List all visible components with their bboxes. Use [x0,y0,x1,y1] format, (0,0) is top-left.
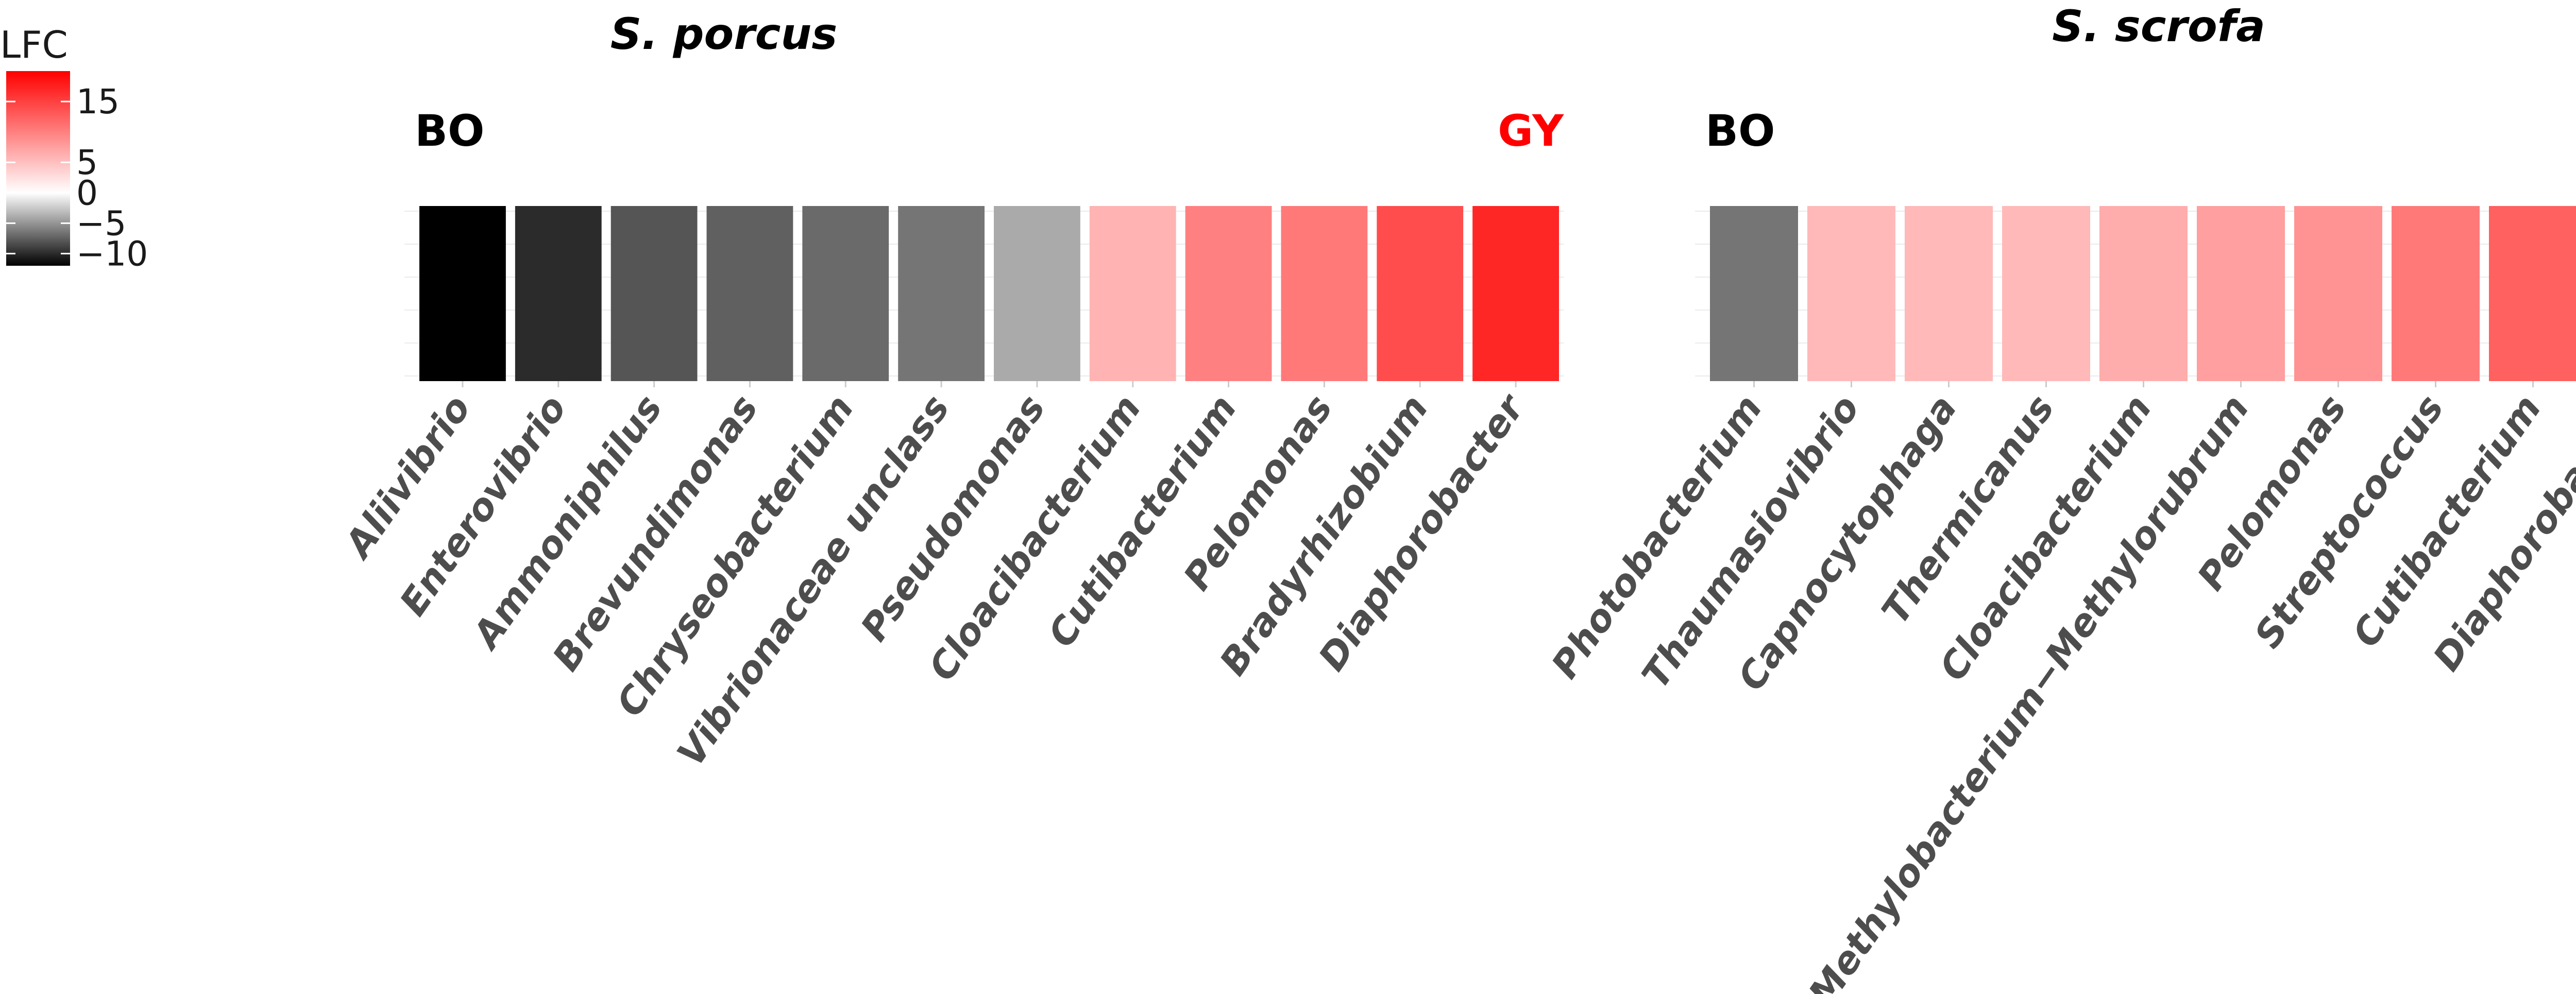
heatmap-cell [706,206,793,381]
heatmap-cell [2002,206,2090,381]
left-group-label: BO [1705,106,1775,156]
right-group-label: GY [1498,106,1564,156]
panel-title: S. scrofa [2052,1,2265,52]
legend-ticks: 15 50−5−10 [6,82,148,273]
heatmap-cells [419,206,1559,381]
left-group-label: BO [415,106,484,156]
legend: LFC 15 50−5−10 [0,23,148,273]
panel-s-scrofa: S. scrofa BO GY PhotobacteriumThaumasiov… [1543,1,2576,994]
legend-tick-label: 5 [76,143,98,182]
x-axis-labels: PhotobacteriumThaumasiovibrioCapnocytoph… [1543,381,2576,994]
panel-s-porcus: S. porcus BO GY AliivibrioEnterovibrioAm… [335,9,1564,774]
heatmap-cell [1905,206,1993,381]
heatmap-cell [2392,206,2480,381]
heatmap-cell [1089,206,1176,381]
heatmap-cells [1710,206,2576,381]
heatmap-cell [1377,206,1464,381]
heatmap-cell [611,206,698,381]
x-axis-labels: AliivibrioEnterovibrioAmmoniphilusBrevun… [335,381,1534,774]
heatmap-cell [419,206,506,381]
heatmap-cell [802,206,889,381]
x-tick-label: Thermicanus [1873,387,2063,632]
heatmap-cell [2099,206,2188,381]
heatmap-cell [2197,206,2285,381]
heatmap-cell [2294,206,2382,381]
panel-title: S. porcus [611,9,838,59]
heatmap-cell [898,206,985,381]
heatmap-cell [1472,206,1559,381]
legend-tick-label: −10 [76,234,148,273]
legend-tick-label: 0 [76,173,98,213]
heatmap-cell [1281,206,1368,381]
heatmap-cell [1710,206,1798,381]
heatmap-cell [1185,206,1272,381]
heatmap-cell [515,206,602,381]
heatmap-cell [1807,206,1895,381]
heatmap-cell [994,206,1080,381]
legend-title: LFC [0,23,68,66]
legend-tick-label: 15 [76,82,120,122]
heatmap-cell [2489,206,2576,381]
legend-tick-label: −5 [76,203,126,243]
legend-color-bar [6,71,70,266]
